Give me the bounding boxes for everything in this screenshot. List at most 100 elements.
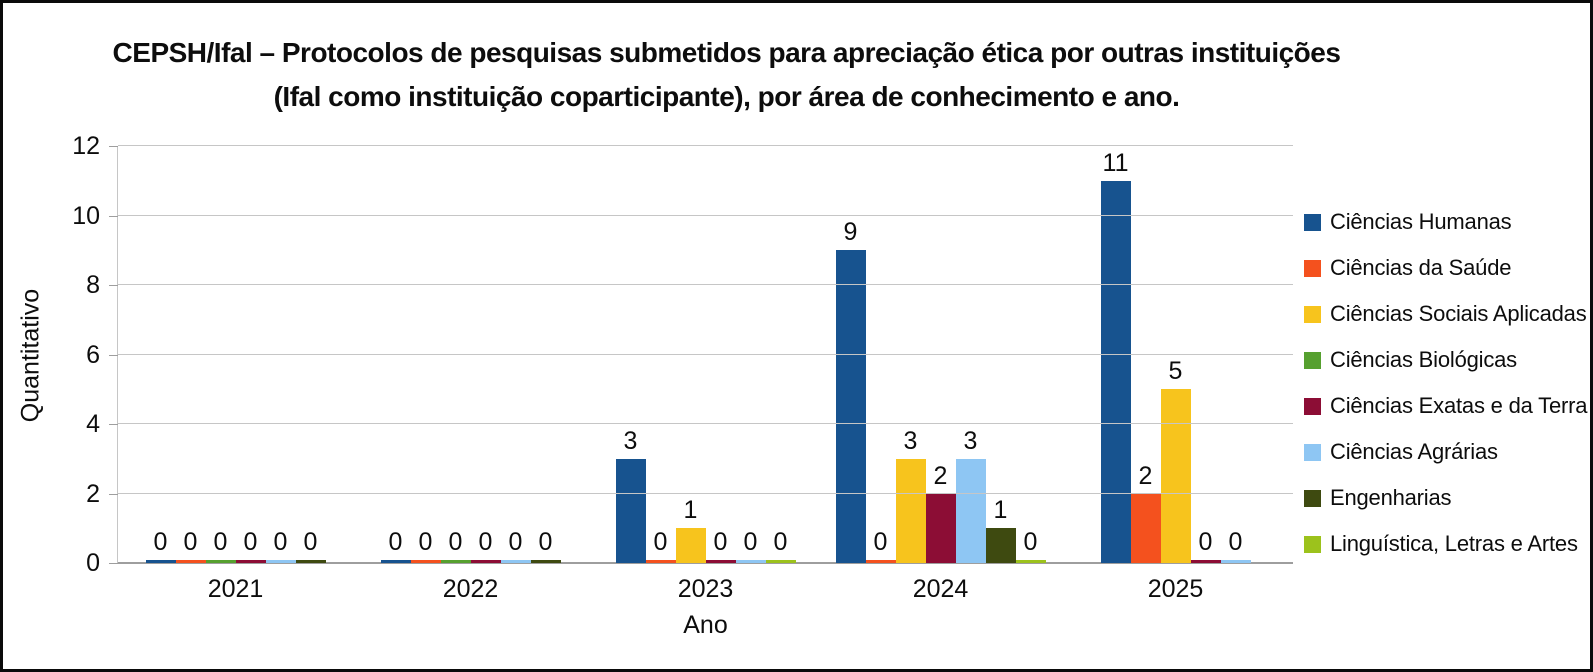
y-axis-label: Quantitativo	[16, 288, 45, 423]
bar-value-label: 0	[243, 528, 258, 556]
bar-2023-1	[645, 560, 676, 563]
bar-slot-2025-4: 0	[1190, 528, 1221, 563]
bar-slot-2022-4: 0	[470, 528, 501, 563]
legend-label: Linguística, Letras e Artes	[1330, 531, 1578, 556]
y-tick-mark-4	[109, 424, 118, 425]
bar-2023-5	[735, 560, 766, 563]
bar-2021-1	[175, 560, 206, 563]
legend-swatch-icon	[1304, 535, 1321, 553]
bar-value-label: 0	[713, 528, 728, 556]
bar-2024-4	[925, 493, 956, 563]
bar-slot-2021-6: 0	[295, 528, 326, 563]
bar-slot-2024-5: 3	[955, 428, 986, 563]
bar-slot-2024-0: 9	[835, 218, 866, 563]
bar-slot-2024-1: 0	[865, 530, 896, 563]
legend-item-5: Ciências Agrárias	[1304, 439, 1587, 465]
bar-2021-5	[265, 560, 296, 563]
legend-swatch-icon	[1304, 351, 1321, 369]
legend-label: Ciências Exatas e da Terra	[1330, 393, 1588, 418]
bar-value-label: 3	[623, 426, 638, 455]
bar-value-label: 1	[683, 496, 698, 525]
legend-label: Ciências da Saúde	[1330, 255, 1512, 280]
bar-value-label: 9	[843, 218, 858, 247]
chart-title: CEPSH/Ifal – Protocolos de pesquisas sub…	[63, 31, 1390, 119]
bar-value-label: 11	[1102, 148, 1129, 177]
bar-2024-5	[955, 458, 986, 563]
gridline-y-2	[118, 492, 1293, 494]
bar-2022-1	[410, 560, 441, 563]
legend-item-2: Ciências Sociais Aplicadas	[1304, 301, 1587, 327]
legend-item-1: Ciências da Saúde	[1304, 255, 1587, 281]
y-tick-mark-2	[109, 493, 118, 495]
y-tick-label-2: 2	[86, 479, 100, 508]
bar-slot-2022-0: 0	[380, 530, 411, 563]
bar-value-label: 0	[303, 528, 318, 556]
bar-2021-0	[145, 560, 176, 563]
bar-value-label: 0	[183, 528, 198, 556]
bar-slot-2021-1: 0	[175, 528, 206, 563]
y-tick-mark-12	[109, 146, 118, 147]
bar-slot-2023-1: 0	[645, 530, 676, 563]
bar-value-label: 0	[508, 528, 523, 556]
chart-title-line1: CEPSH/Ifal – Protocolos de pesquisas sub…	[112, 37, 1341, 68]
legend-swatch-icon	[1304, 443, 1321, 461]
x-tick-labels: 2021 2022 2023 2024 2025	[118, 575, 1293, 604]
y-tick-label-8: 8	[86, 271, 100, 299]
bar-2021-4	[235, 560, 266, 563]
gridline-y-10	[118, 214, 1293, 216]
bar-groups: 0 0 0 0 0 0 0 0 0 0 0 0 3 0 1 0 0 0 9 0 3 2 3 1 0 11 2 5 0 0	[118, 146, 1293, 563]
bar-slot-2024-7: 0	[1015, 530, 1046, 563]
bar-value-label: 0	[213, 528, 228, 556]
bar-slot-2025-2: 5	[1160, 359, 1191, 563]
gridline-y-4	[118, 423, 1293, 424]
bar-value-label: 0	[1228, 528, 1243, 556]
bar-2025-2	[1160, 389, 1191, 563]
bar-value-label: 0	[478, 528, 493, 556]
x-tick-label-2024: 2024	[912, 575, 969, 603]
bar-2023-7	[765, 560, 796, 563]
x-tick-label-2025: 2025	[1147, 575, 1204, 603]
legend-label: Ciências Sociais Aplicadas	[1330, 301, 1587, 326]
gridline-y-12	[118, 145, 1293, 146]
bar-2024-7	[1015, 560, 1046, 563]
bar-value-label: 0	[1198, 528, 1213, 556]
bar-group-2025: 11 2 5 0 0	[1058, 146, 1293, 563]
bar-2022-4	[470, 560, 501, 563]
bar-slot-2025-0: 11	[1100, 148, 1131, 563]
bar-2022-6	[530, 560, 561, 563]
bar-slot-2024-4: 2	[925, 463, 956, 563]
bar-2025-5	[1220, 560, 1251, 563]
bar-slot-2025-1: 2	[1130, 461, 1161, 563]
legend-item-4: Ciências Exatas e da Terra	[1304, 393, 1588, 419]
bar-value-label: 0	[273, 528, 288, 556]
bar-value-label: 1	[993, 496, 1008, 525]
y-tick-label-10: 10	[72, 201, 100, 230]
legend-item-6: Engenharias	[1304, 485, 1587, 511]
y-tick-mark-0	[109, 563, 118, 564]
bar-2024-6	[985, 528, 1016, 563]
chart-title-line2: (Ifal como instituição coparticipante), …	[273, 81, 1180, 112]
bar-value-label: 0	[153, 528, 168, 556]
legend-swatch-icon	[1304, 397, 1321, 415]
x-tick-label-2023: 2023	[677, 575, 734, 603]
bar-slot-2021-3: 0	[205, 528, 236, 563]
bar-slot-2023-5: 0	[735, 530, 766, 563]
bar-slot-2025-5: 0	[1220, 528, 1251, 563]
x-axis-baseline	[118, 562, 1293, 564]
y-tick-label-12: 12	[72, 132, 100, 160]
x-tick-label-2021: 2021	[207, 575, 264, 603]
bar-2025-0	[1100, 180, 1131, 563]
bar-2021-6	[295, 560, 326, 563]
bar-value-label: 2	[1138, 461, 1153, 490]
legend-label: Ciências Agrárias	[1330, 439, 1498, 464]
gridline-y-8	[118, 284, 1293, 285]
y-tick-mark-10	[109, 215, 118, 217]
bar-slot-2021-4: 0	[235, 528, 266, 563]
bar-2025-1	[1130, 493, 1161, 563]
bar-2024-0	[835, 250, 866, 563]
bar-value-label: 0	[773, 528, 788, 556]
